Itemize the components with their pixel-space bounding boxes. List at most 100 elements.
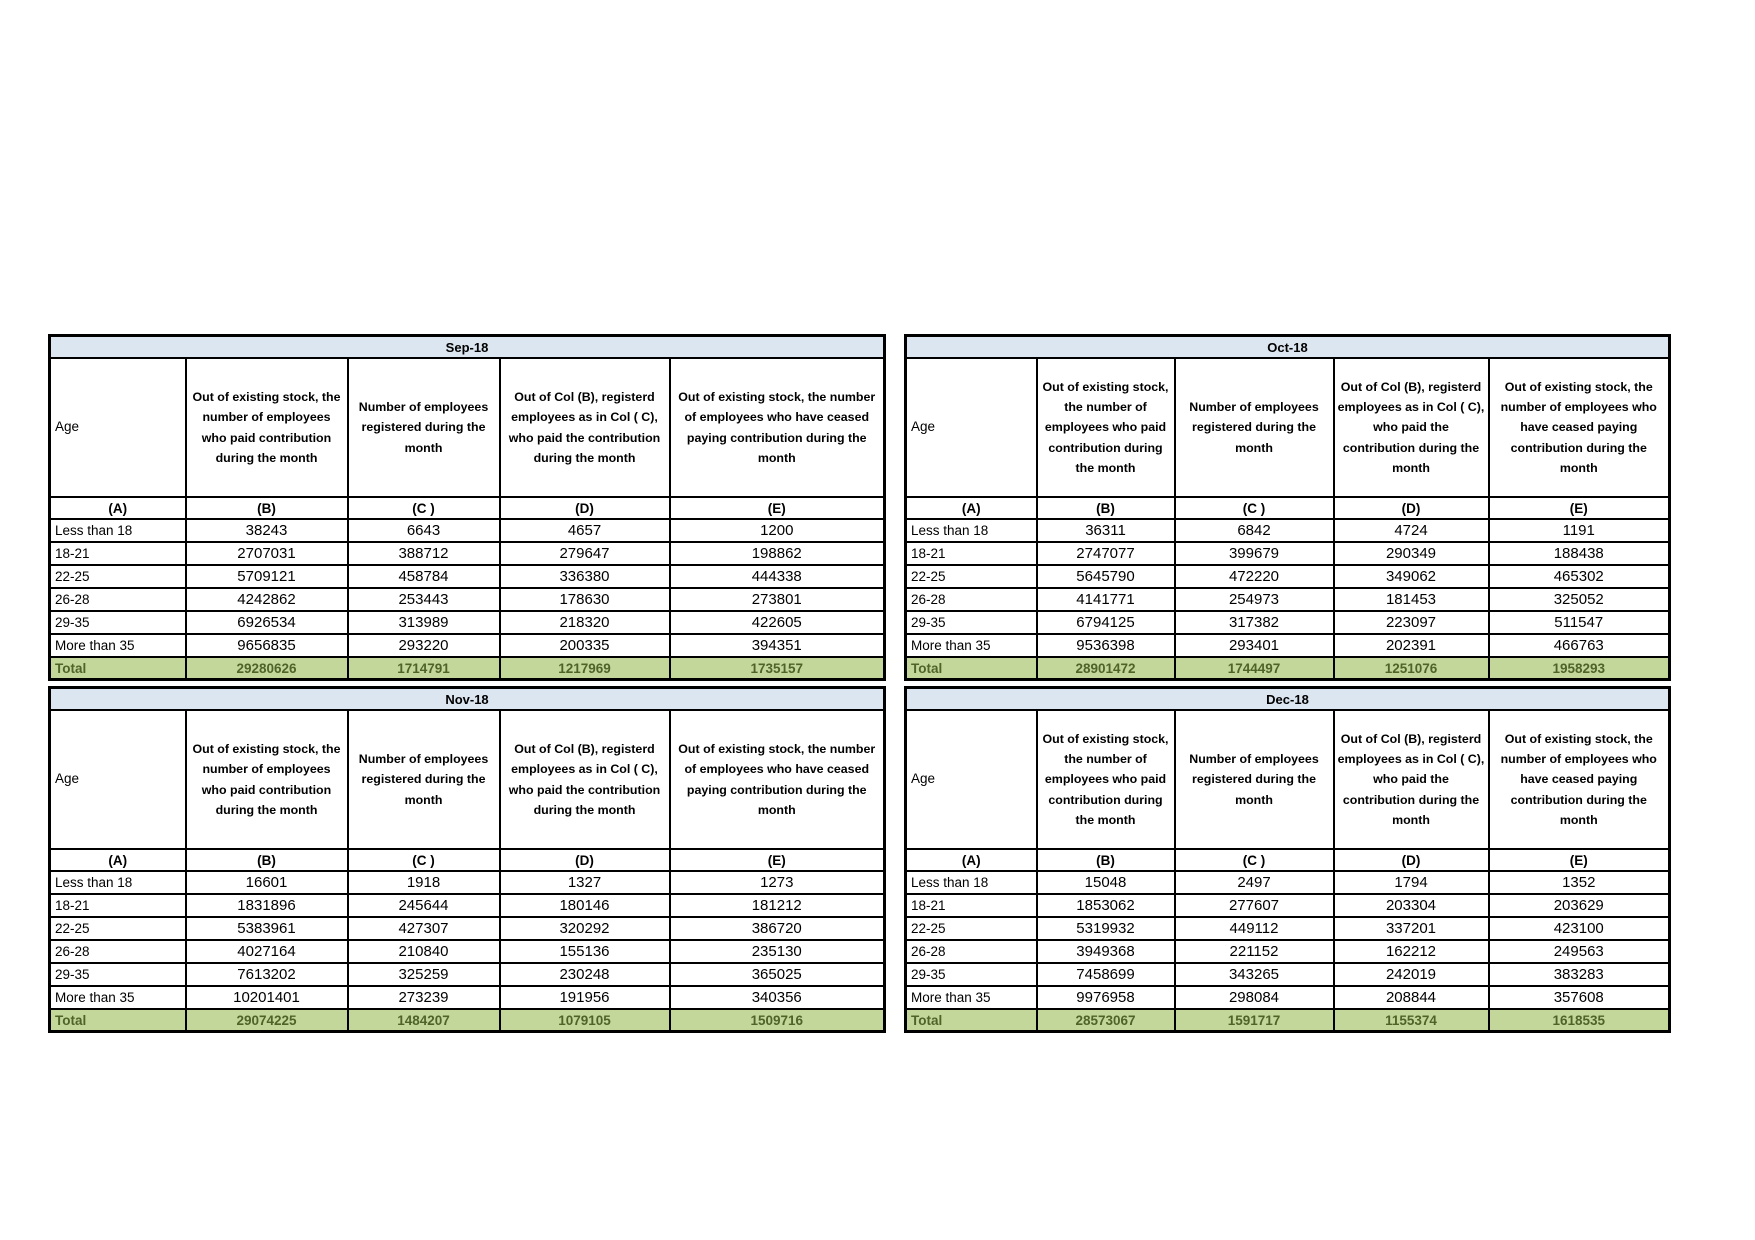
value-cell: 1327 <box>498 870 671 895</box>
table-title: Dec-18 <box>904 686 1671 711</box>
value-cell: 1273 <box>668 870 886 895</box>
table-row: Less than 18 15048 2497 1794 1352 <box>904 870 1671 895</box>
age-group-cell: 29-35 <box>48 610 187 635</box>
column-header-c: Number of employees registered during th… <box>1173 709 1335 850</box>
value-cell: 458784 <box>346 564 501 589</box>
total-value-cell: 1735157 <box>668 656 886 681</box>
value-cell: 1794 <box>1332 870 1490 895</box>
value-cell: 277607 <box>1173 893 1335 918</box>
value-cell: 3949368 <box>1035 939 1176 964</box>
value-cell: 399679 <box>1173 541 1335 566</box>
age-group-cell: Less than 18 <box>904 870 1038 895</box>
column-letter: (A) <box>48 496 187 520</box>
value-cell: 5645790 <box>1035 564 1176 589</box>
value-cell: 340356 <box>668 985 886 1010</box>
value-cell: 249563 <box>1487 939 1671 964</box>
table-row: 18-21 2707031 388712 279647 198862 <box>48 541 886 566</box>
age-group-cell: 18-21 <box>904 893 1038 918</box>
column-header-d: Out of Col (B), registerd employees as i… <box>1332 709 1490 850</box>
value-cell: 472220 <box>1173 564 1335 589</box>
column-header-b: Out of existing stock, the number of emp… <box>1035 709 1176 850</box>
age-group-cell: 18-21 <box>48 893 187 918</box>
value-cell: 2707031 <box>184 541 349 566</box>
total-value-cell: 1251076 <box>1332 656 1490 681</box>
value-cell: 242019 <box>1332 962 1490 987</box>
value-cell: 427307 <box>346 916 501 941</box>
value-cell: 254973 <box>1173 587 1335 612</box>
value-cell: 2497 <box>1173 870 1335 895</box>
value-cell: 15048 <box>1035 870 1176 895</box>
table-row: 18-21 2747077 399679 290349 188438 <box>904 541 1671 566</box>
table-row: More than 35 9536398 293401 202391 466763 <box>904 633 1671 658</box>
total-value-cell: 1591717 <box>1173 1008 1335 1033</box>
value-cell: 155136 <box>498 939 671 964</box>
value-cell: 4724 <box>1332 518 1490 543</box>
total-value-cell: 1079105 <box>498 1008 671 1033</box>
table-row: More than 35 9976958 298084 208844 357608 <box>904 985 1671 1010</box>
column-letters-row: (A) (B) (C ) (D) (E) <box>48 848 886 872</box>
age-group-cell: 26-28 <box>904 939 1038 964</box>
value-cell: 4141771 <box>1035 587 1176 612</box>
total-value-cell: 29280626 <box>184 656 349 681</box>
age-group-cell: More than 35 <box>904 985 1038 1010</box>
value-cell: 4027164 <box>184 939 349 964</box>
table-title-row: Oct-18 <box>904 334 1671 359</box>
column-header-age: Age <box>48 357 187 498</box>
table-row: 26-28 3949368 221152 162212 249563 <box>904 939 1671 964</box>
age-group-cell: 22-25 <box>904 564 1038 589</box>
age-group-cell: 29-35 <box>904 962 1038 987</box>
nov-18-table: Nov-18 Age Out of existing stock, the numb… <box>48 686 886 1033</box>
table-row: 26-28 4242862 253443 178630 273801 <box>48 587 886 612</box>
value-cell: 343265 <box>1173 962 1335 987</box>
value-cell: 1831896 <box>184 893 349 918</box>
column-header-d: Out of Col (B), registerd employees as i… <box>498 357 671 498</box>
total-value-cell: 28901472 <box>1035 656 1176 681</box>
age-group-cell: More than 35 <box>48 985 187 1010</box>
value-cell: 2747077 <box>1035 541 1176 566</box>
column-header-age: Age <box>904 709 1038 850</box>
value-cell: 7458699 <box>1035 962 1176 987</box>
value-cell: 5319932 <box>1035 916 1176 941</box>
column-header-d: Out of Col (B), registerd employees as i… <box>1332 357 1490 498</box>
value-cell: 253443 <box>346 587 501 612</box>
total-value-cell: 29074225 <box>184 1008 349 1033</box>
table-row: 22-25 5319932 449112 337201 423100 <box>904 916 1671 941</box>
total-label: Total <box>48 656 187 681</box>
column-letter: (B) <box>184 848 349 872</box>
column-header-e: Out of existing stock, the number of emp… <box>1487 357 1671 498</box>
column-letter: (B) <box>1035 848 1176 872</box>
value-cell: 466763 <box>1487 633 1671 658</box>
value-cell: 422605 <box>668 610 886 635</box>
value-cell: 1918 <box>346 870 501 895</box>
column-letter: (B) <box>184 496 349 520</box>
value-cell: 178630 <box>498 587 671 612</box>
total-value-cell: 1618535 <box>1487 1008 1671 1033</box>
value-cell: 273801 <box>668 587 886 612</box>
value-cell: 313989 <box>346 610 501 635</box>
table-row: 22-25 5709121 458784 336380 444338 <box>48 564 886 589</box>
table-row: Less than 18 36311 6842 4724 1191 <box>904 518 1671 543</box>
age-group-cell: 26-28 <box>48 587 187 612</box>
column-letter: (D) <box>1332 848 1490 872</box>
value-cell: 202391 <box>1332 633 1490 658</box>
value-cell: 1352 <box>1487 870 1671 895</box>
value-cell: 5383961 <box>184 916 349 941</box>
column-letter: (C ) <box>1173 496 1335 520</box>
age-group-cell: 26-28 <box>904 587 1038 612</box>
table-row: Less than 18 16601 1918 1327 1273 <box>48 870 886 895</box>
table-title-row: Nov-18 <box>48 686 886 711</box>
total-row: Total 29280626 1714791 1217969 1735157 <box>48 656 886 681</box>
value-cell: 181212 <box>668 893 886 918</box>
value-cell: 386720 <box>668 916 886 941</box>
age-group-cell: Less than 18 <box>904 518 1038 543</box>
value-cell: 38243 <box>184 518 349 543</box>
value-cell: 298084 <box>1173 985 1335 1010</box>
table-row: 29-35 7458699 343265 242019 383283 <box>904 962 1671 987</box>
value-cell: 290349 <box>1332 541 1490 566</box>
table-title: Oct-18 <box>904 334 1671 359</box>
total-value-cell: 1155374 <box>1332 1008 1490 1033</box>
age-group-cell: 26-28 <box>48 939 187 964</box>
table-row: 18-21 1831896 245644 180146 181212 <box>48 893 886 918</box>
value-cell: 465302 <box>1487 564 1671 589</box>
total-label: Total <box>904 656 1038 681</box>
